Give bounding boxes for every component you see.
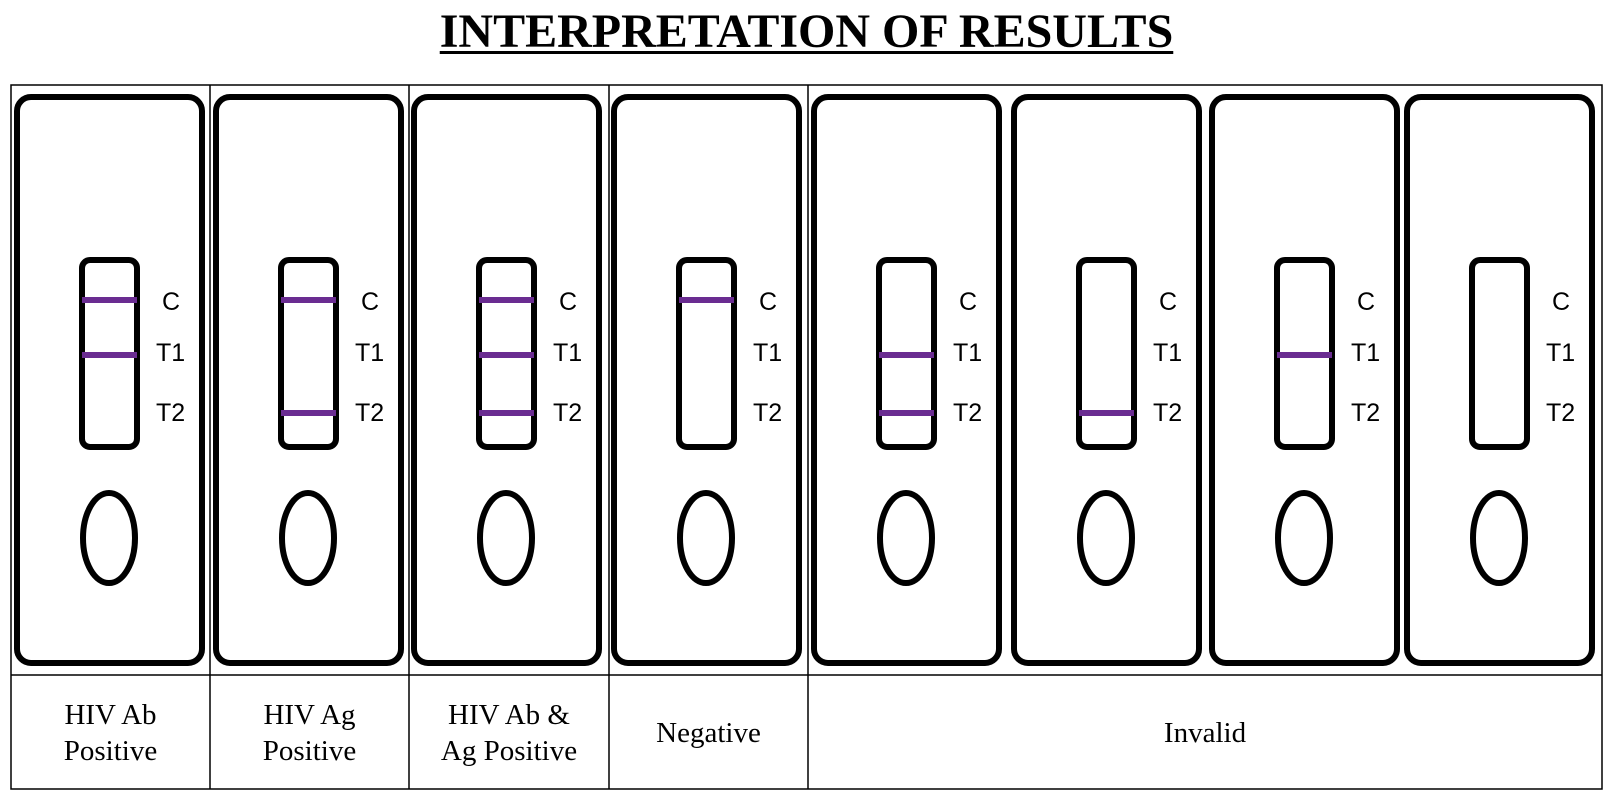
window-label-t1: T1 — [156, 339, 185, 367]
window-label-t2: T2 — [355, 399, 384, 427]
result-label: HIV Ab & Ag Positive — [441, 699, 577, 767]
window-label-c: C — [959, 288, 977, 316]
test-cassette: C T1 T2 — [1404, 94, 1595, 666]
test-cassette: C T1 T2 — [811, 94, 1002, 666]
result-label-line: HIV Ag — [263, 699, 355, 731]
sample-well — [1077, 490, 1135, 586]
sample-well — [877, 490, 935, 586]
cassette-body — [1209, 94, 1400, 666]
test-cassette: C T1 T2 — [1209, 94, 1400, 666]
window-label-c: C — [759, 288, 777, 316]
result-label-line: HIV Ab & — [448, 699, 570, 731]
sample-well — [80, 490, 138, 586]
window-label-t2: T2 — [753, 399, 782, 427]
result-label-line: Invalid — [1164, 717, 1247, 749]
window-label-t2: T2 — [156, 399, 185, 427]
window-label-t2: T2 — [953, 399, 982, 427]
page-title: INTERPRETATION OF RESULTS — [0, 4, 1613, 60]
test-cassette: C T1 T2 — [213, 94, 404, 666]
window-label-t1: T1 — [553, 339, 582, 367]
test-cassette: C T1 T2 — [14, 94, 205, 666]
cassette-body — [611, 94, 802, 666]
sample-well — [677, 490, 735, 586]
test-cassette: C T1 T2 — [611, 94, 802, 666]
window-label-c: C — [162, 288, 180, 316]
window-label-t1: T1 — [1153, 339, 1182, 367]
table-border — [10, 84, 1603, 790]
result-window — [676, 257, 737, 450]
window-label-c: C — [1552, 288, 1570, 316]
result-label-line: Negative — [656, 717, 761, 749]
window-label-c: C — [1357, 288, 1375, 316]
cassette-body — [1011, 94, 1202, 666]
page-title-text: INTERPRETATION OF RESULTS — [439, 5, 1174, 58]
test-cassette: C T1 T2 — [1011, 94, 1202, 666]
window-label-t1: T1 — [753, 339, 782, 367]
sample-well — [477, 490, 535, 586]
sample-well — [1470, 490, 1528, 586]
result-label-row: HIV Ab Positive HIV Ag Positive HIV Ab & Ag P… — [64, 699, 1247, 767]
result-label-line: Positive — [263, 735, 356, 767]
result-label-line: Positive — [64, 735, 157, 767]
window-label-c: C — [361, 288, 379, 316]
test-cassette: C T1 T2 — [411, 94, 602, 666]
window-label-c: C — [559, 288, 577, 316]
result-window — [1469, 257, 1530, 450]
cassette-body — [811, 94, 1002, 666]
result-label: HIV Ab Positive — [64, 699, 157, 767]
result-label: Invalid — [1164, 717, 1247, 749]
result-window — [1076, 257, 1137, 450]
cassette-body — [213, 94, 404, 666]
result-label: HIV Ag Positive — [263, 699, 356, 767]
result-label-line: Ag Positive — [441, 735, 577, 767]
sample-well — [1275, 490, 1333, 586]
window-label-t2: T2 — [1546, 399, 1575, 427]
table-grid — [10, 84, 1603, 790]
window-label-t1: T1 — [1351, 339, 1380, 367]
result-window — [278, 257, 339, 450]
window-label-c: C — [1159, 288, 1177, 316]
result-label: Negative — [656, 717, 761, 749]
window-label-t2: T2 — [1351, 399, 1380, 427]
cassette-body — [1404, 94, 1595, 666]
window-label-t1: T1 — [1546, 339, 1575, 367]
window-label-t2: T2 — [553, 399, 582, 427]
cassette-body — [14, 94, 205, 666]
window-label-t1: T1 — [953, 339, 982, 367]
result-label-line: HIV Ab — [64, 699, 156, 731]
window-label-t2: T2 — [1153, 399, 1182, 427]
window-label-t1: T1 — [355, 339, 384, 367]
cassette-row: C T1 T2 C T1 T2 C T1 T2 C T1 T2 C T1 T2 C T1 T2 C T1 T2 C T1 T2 — [14, 94, 1595, 666]
cassette-body — [411, 94, 602, 666]
sample-well — [279, 490, 337, 586]
